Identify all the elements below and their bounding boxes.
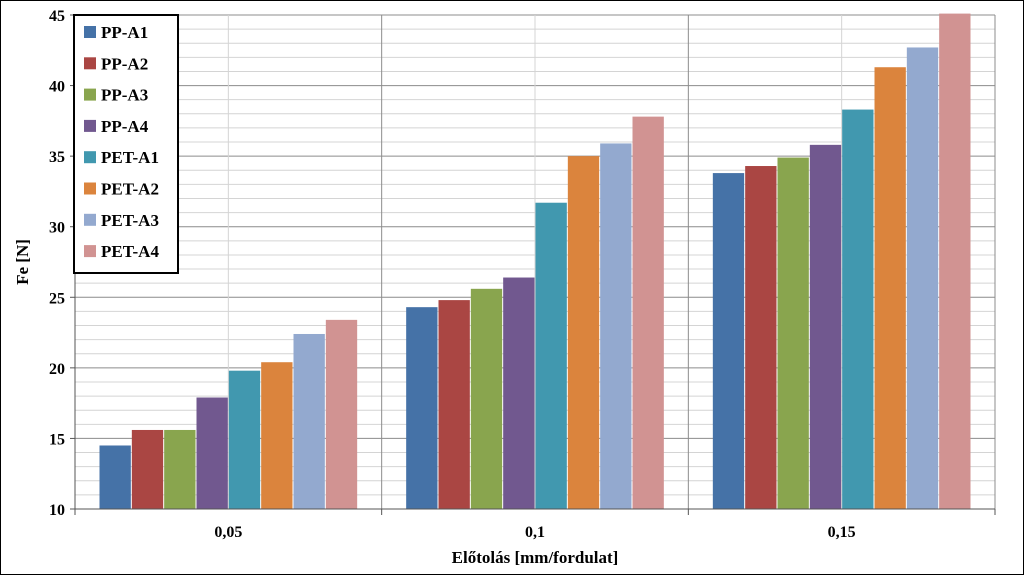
x-tick-label: 0,1 xyxy=(525,524,545,541)
x-tick-label: 0,05 xyxy=(214,524,242,541)
bar-pp-a2-0 xyxy=(131,429,164,509)
legend-swatch xyxy=(84,119,96,132)
legend-label: PP-A1 xyxy=(101,23,148,42)
legend-swatch xyxy=(84,245,96,258)
legend-label: PET-A2 xyxy=(101,180,159,199)
legend-label: PP-A3 xyxy=(101,86,148,105)
legend-label: PP-A4 xyxy=(101,117,149,136)
legend-swatch xyxy=(84,213,96,226)
bar-pp-a1-0 xyxy=(99,445,131,509)
bar-pp-a3-1 xyxy=(470,288,503,509)
legend-swatch xyxy=(84,182,96,195)
y-tick-label: 40 xyxy=(49,79,65,96)
legend-label: PET-A1 xyxy=(101,148,159,167)
bar-pet-a4-1 xyxy=(632,116,664,509)
legend-swatch xyxy=(84,151,96,164)
bars xyxy=(99,13,971,510)
legend-label: PET-A3 xyxy=(101,211,159,230)
legend-swatch xyxy=(84,88,96,101)
bar-pet-a3-0 xyxy=(293,333,325,509)
bar-pp-a4-0 xyxy=(196,397,228,509)
bar-pet-a2-2 xyxy=(874,67,906,510)
y-tick-label: 35 xyxy=(49,149,65,166)
bar-pet-a4-0 xyxy=(325,319,358,509)
bar-pp-a3-0 xyxy=(164,429,196,509)
x-tick-label: 0,15 xyxy=(828,524,856,541)
bar-pet-a2-0 xyxy=(261,362,293,509)
legend-swatch xyxy=(84,26,96,38)
y-axis-title: Fe [N] xyxy=(13,239,32,285)
bar-pp-a2-2 xyxy=(745,166,777,509)
bar-pet-a1-0 xyxy=(228,370,261,509)
bar-pp-a2-1 xyxy=(438,300,470,509)
y-tick-label: 15 xyxy=(49,431,65,448)
bar-pp-a3-2 xyxy=(777,157,809,509)
y-tick-label: 45 xyxy=(49,8,65,25)
bar-pet-a3-1 xyxy=(600,143,632,509)
legend-swatch xyxy=(84,57,96,70)
y-tick-label: 25 xyxy=(49,290,65,307)
bar-pet-a3-2 xyxy=(906,47,939,509)
y-tick-label: 10 xyxy=(49,502,65,519)
bar-pet-a1-2 xyxy=(842,109,874,510)
bar-pet-a4-2 xyxy=(939,13,971,510)
bar-pet-a1-1 xyxy=(535,202,567,509)
bar-pp-a1-1 xyxy=(406,307,438,509)
x-tick-labels: 0,05 0,1 0,15 xyxy=(214,524,855,541)
legend-label: PP-A2 xyxy=(101,54,148,73)
bar-pet-a2-1 xyxy=(567,156,600,509)
x-axis-title: Előtolás [mm/fordulat] xyxy=(452,548,619,567)
bar-pp-a4-2 xyxy=(809,144,842,509)
grid xyxy=(74,14,996,510)
bar-pp-a1-2 xyxy=(712,173,745,509)
legend-label: PET-A4 xyxy=(101,242,159,261)
y-tick-label: 20 xyxy=(49,361,65,378)
legend: PP-A1 PP-A2 PP-A3 PP-A4 PET-A1 PET-A2 PET-A3 PE… xyxy=(73,14,179,274)
y-tick-label: 30 xyxy=(49,220,65,237)
bar-pp-a4-1 xyxy=(503,277,535,509)
y-tick-labels: 10 15 20 25 30 35 40 45 xyxy=(49,8,65,519)
